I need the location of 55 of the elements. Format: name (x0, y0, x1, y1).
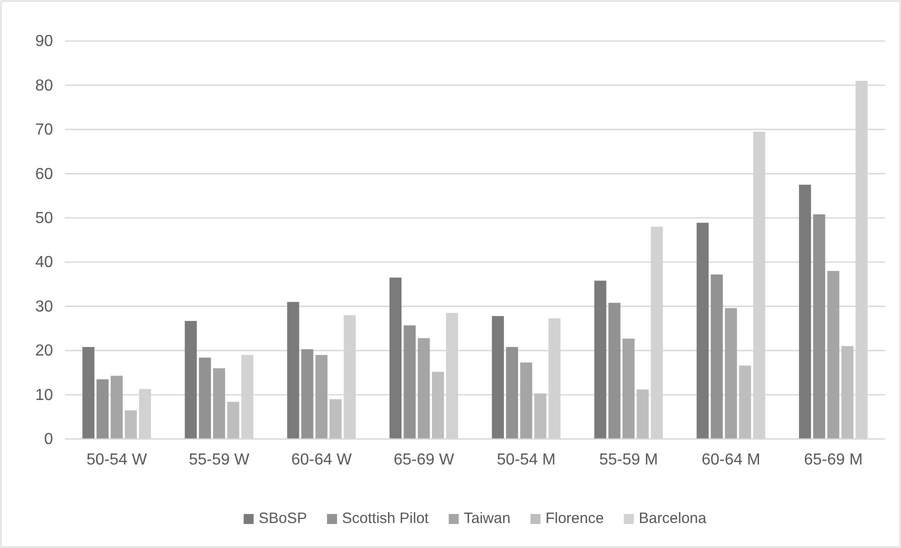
bar (404, 325, 416, 439)
x-tick-label: 65-69 M (804, 451, 863, 468)
bar (696, 222, 709, 439)
x-tick-label: 55-59 M (599, 451, 658, 468)
bar (636, 389, 649, 439)
bar (82, 347, 94, 439)
bar (739, 366, 752, 439)
bar (390, 278, 402, 439)
bar (710, 274, 723, 439)
y-tick-label: 40 (35, 254, 54, 272)
x-tick-label: 55-59 W (188, 451, 250, 468)
x-tick-label: 65-69 W (394, 451, 455, 468)
bar (418, 338, 430, 439)
x-tick-label: 50-54 M (496, 451, 556, 468)
bar (198, 358, 211, 439)
x-tick-label: 50-54 W (86, 451, 148, 468)
bar (813, 214, 826, 439)
bar (841, 346, 854, 439)
x-tick-label: 60-64 W (291, 451, 353, 468)
y-tick-label: 80 (35, 77, 54, 94)
bar (724, 308, 737, 439)
bar (534, 393, 546, 439)
x-tick-label: 60-64 M (702, 451, 760, 468)
bar (799, 184, 812, 439)
bar (227, 402, 240, 439)
bar (315, 354, 328, 439)
y-tick-label: 30 (35, 298, 54, 316)
bar (432, 372, 444, 439)
bar (594, 280, 606, 439)
legend-label: SBoSP (258, 510, 308, 527)
bar (301, 349, 314, 439)
y-tick-label: 70 (35, 122, 54, 139)
bar (184, 320, 197, 439)
bar (330, 399, 342, 439)
bar (124, 410, 137, 439)
bar (110, 376, 123, 439)
legend-label: Taiwan (464, 510, 510, 527)
bar (213, 368, 226, 439)
bar (506, 347, 518, 439)
y-tick-label: 50 (35, 210, 54, 228)
legend-label: Scottish Pilot (342, 510, 430, 527)
bar (96, 379, 109, 439)
bar (492, 316, 504, 439)
bar (520, 362, 532, 439)
bar (827, 270, 840, 439)
bar (287, 302, 300, 439)
bar (608, 302, 620, 439)
y-tick-label: 90 (35, 33, 54, 50)
y-tick-label: 20 (35, 342, 54, 360)
y-tick-label: 60 (35, 166, 54, 183)
legend-label: Barcelona (638, 510, 708, 527)
y-tick-label: 10 (35, 386, 54, 404)
legend-label: Florence (545, 510, 604, 527)
bar (622, 338, 635, 439)
y-tick-label: 0 (44, 431, 54, 448)
